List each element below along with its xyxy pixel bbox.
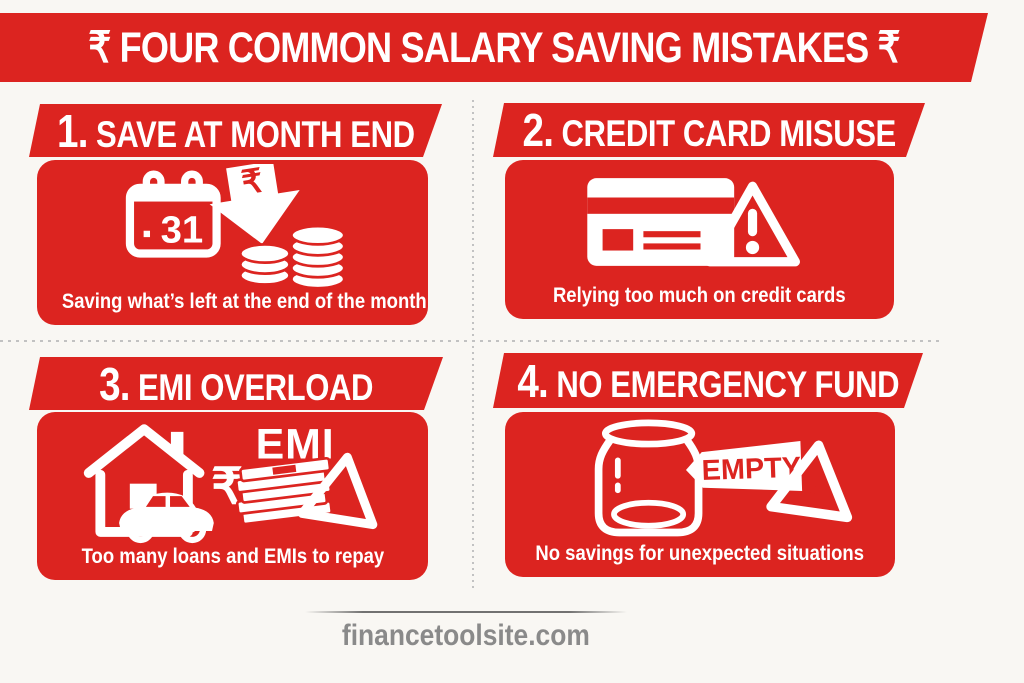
car-icon	[118, 492, 214, 544]
warning-triangle-icon	[704, 181, 800, 267]
section-2-header: 2. CREDIT CARD MISUSE	[493, 103, 925, 157]
rupee-down-arrow-icon: ₹	[209, 164, 300, 244]
section-3-caption: Too many loans and EMIs to repay	[81, 545, 384, 568]
section-3-icons: ₹ EMI	[83, 421, 377, 544]
section-4-number: 4.	[517, 354, 548, 407]
calendar-day: 31	[160, 209, 203, 252]
warning-triangle-icon	[766, 440, 853, 523]
section-2-card: Relying too much on credit cards	[505, 160, 894, 319]
title-banner: ₹ FOUR COMMON SALARY SAVING MISTAKES ₹	[0, 13, 988, 82]
footer-website: financetoolsite.com	[342, 619, 590, 652]
section-1-number: 1.	[56, 104, 88, 157]
section-4-caption: No savings for unexpected situations	[535, 542, 865, 565]
warning-triangle-icon	[297, 452, 377, 530]
empty-label: EMPTY	[701, 452, 801, 487]
section-2-caption: Relying too much on credit cards	[553, 284, 846, 307]
page-title: ₹ FOUR COMMON SALARY SAVING MISTAKES ₹	[88, 23, 900, 72]
empty-jar-icon	[594, 419, 703, 537]
calendar-31-icon: 31	[125, 170, 221, 258]
section-2-title: CREDIT CARD MISUSE	[561, 113, 896, 154]
empty-tag: EMPTY	[685, 441, 803, 491]
section-3-card: ₹ EMI	[37, 412, 428, 580]
section-2-icons	[586, 178, 800, 267]
credit-card-icon	[586, 178, 734, 266]
section-4-title: NO EMERGENCY FUND	[556, 363, 899, 405]
horizontal-dotted-divider	[0, 340, 942, 342]
section-3-title: EMI OVERLOAD	[137, 366, 373, 408]
section-1-title: SAVE AT MONTH END	[95, 113, 415, 155]
section-1-header: 1. SAVE AT MONTH END	[29, 104, 442, 157]
section-4-header: 4. NO EMERGENCY FUND	[493, 353, 923, 408]
cash-stack-icon	[234, 456, 333, 526]
section-4-card: EMPTY No savings for unexpected situatio…	[505, 412, 895, 577]
footer-divider	[305, 611, 627, 613]
section-2-number: 2.	[522, 104, 553, 156]
section-3-number: 3.	[99, 357, 130, 410]
section-1-card: 31 ₹	[37, 160, 428, 325]
coin-stacks-icon	[238, 224, 346, 290]
section-1-icons: 31 ₹	[125, 164, 346, 290]
section-3-header: 3. EMI OVERLOAD	[29, 357, 443, 410]
vertical-dotted-divider	[472, 100, 474, 588]
section-4-icons: EMPTY	[594, 419, 853, 537]
section-1-caption: Saving what’s left at the end of the mon…	[61, 290, 427, 313]
